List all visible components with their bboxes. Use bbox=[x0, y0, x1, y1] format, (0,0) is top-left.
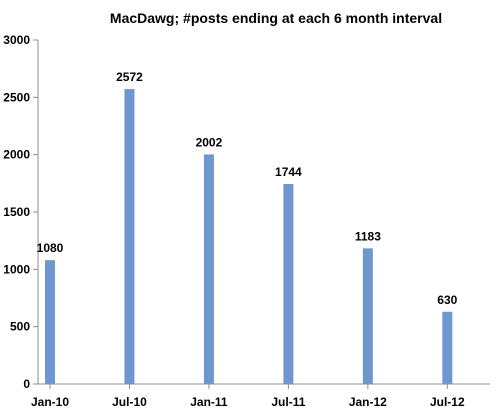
y-tick-label: 0 bbox=[23, 377, 30, 391]
y-axis: 0 500 1000 1500 2000 2500 3000 bbox=[3, 33, 39, 391]
x-tick-label: Jul-10 bbox=[112, 395, 147, 409]
bars bbox=[45, 89, 453, 384]
x-tick-label: Jan-11 bbox=[190, 395, 228, 409]
y-tick-label: 2000 bbox=[3, 148, 30, 162]
bar bbox=[442, 311, 453, 384]
x-tick-label: Jul-11 bbox=[271, 395, 305, 409]
data-label: 630 bbox=[437, 293, 457, 307]
x-tick-label: Jan-10 bbox=[31, 395, 69, 409]
x-tick-label: Jul-12 bbox=[430, 395, 465, 409]
data-label: 2572 bbox=[116, 70, 143, 84]
bar bbox=[124, 89, 135, 384]
x-axis: Jan-10 Jul-10 Jan-11 Jul-11 Jan-12 Jul-12 bbox=[31, 383, 490, 409]
x-tick-label: Jan-12 bbox=[349, 395, 387, 409]
y-tick-label: 3000 bbox=[3, 33, 30, 47]
data-label: 1744 bbox=[275, 165, 302, 179]
bar bbox=[283, 184, 294, 384]
data-label: 2002 bbox=[196, 135, 223, 149]
y-tick-label: 2500 bbox=[3, 90, 30, 104]
bar bbox=[362, 248, 373, 384]
bar bbox=[45, 260, 55, 384]
y-tick-label: 500 bbox=[10, 320, 30, 334]
data-labels: 1080 2572 2002 1744 1183 630 bbox=[37, 70, 458, 307]
data-label: 1183 bbox=[355, 229, 381, 243]
chart-title: MacDawg; #posts ending at each 6 month i… bbox=[110, 10, 442, 26]
bar bbox=[203, 154, 214, 384]
y-tick-label: 1000 bbox=[3, 262, 30, 276]
y-tick-label: 1500 bbox=[3, 205, 30, 219]
data-label: 1080 bbox=[37, 241, 64, 255]
